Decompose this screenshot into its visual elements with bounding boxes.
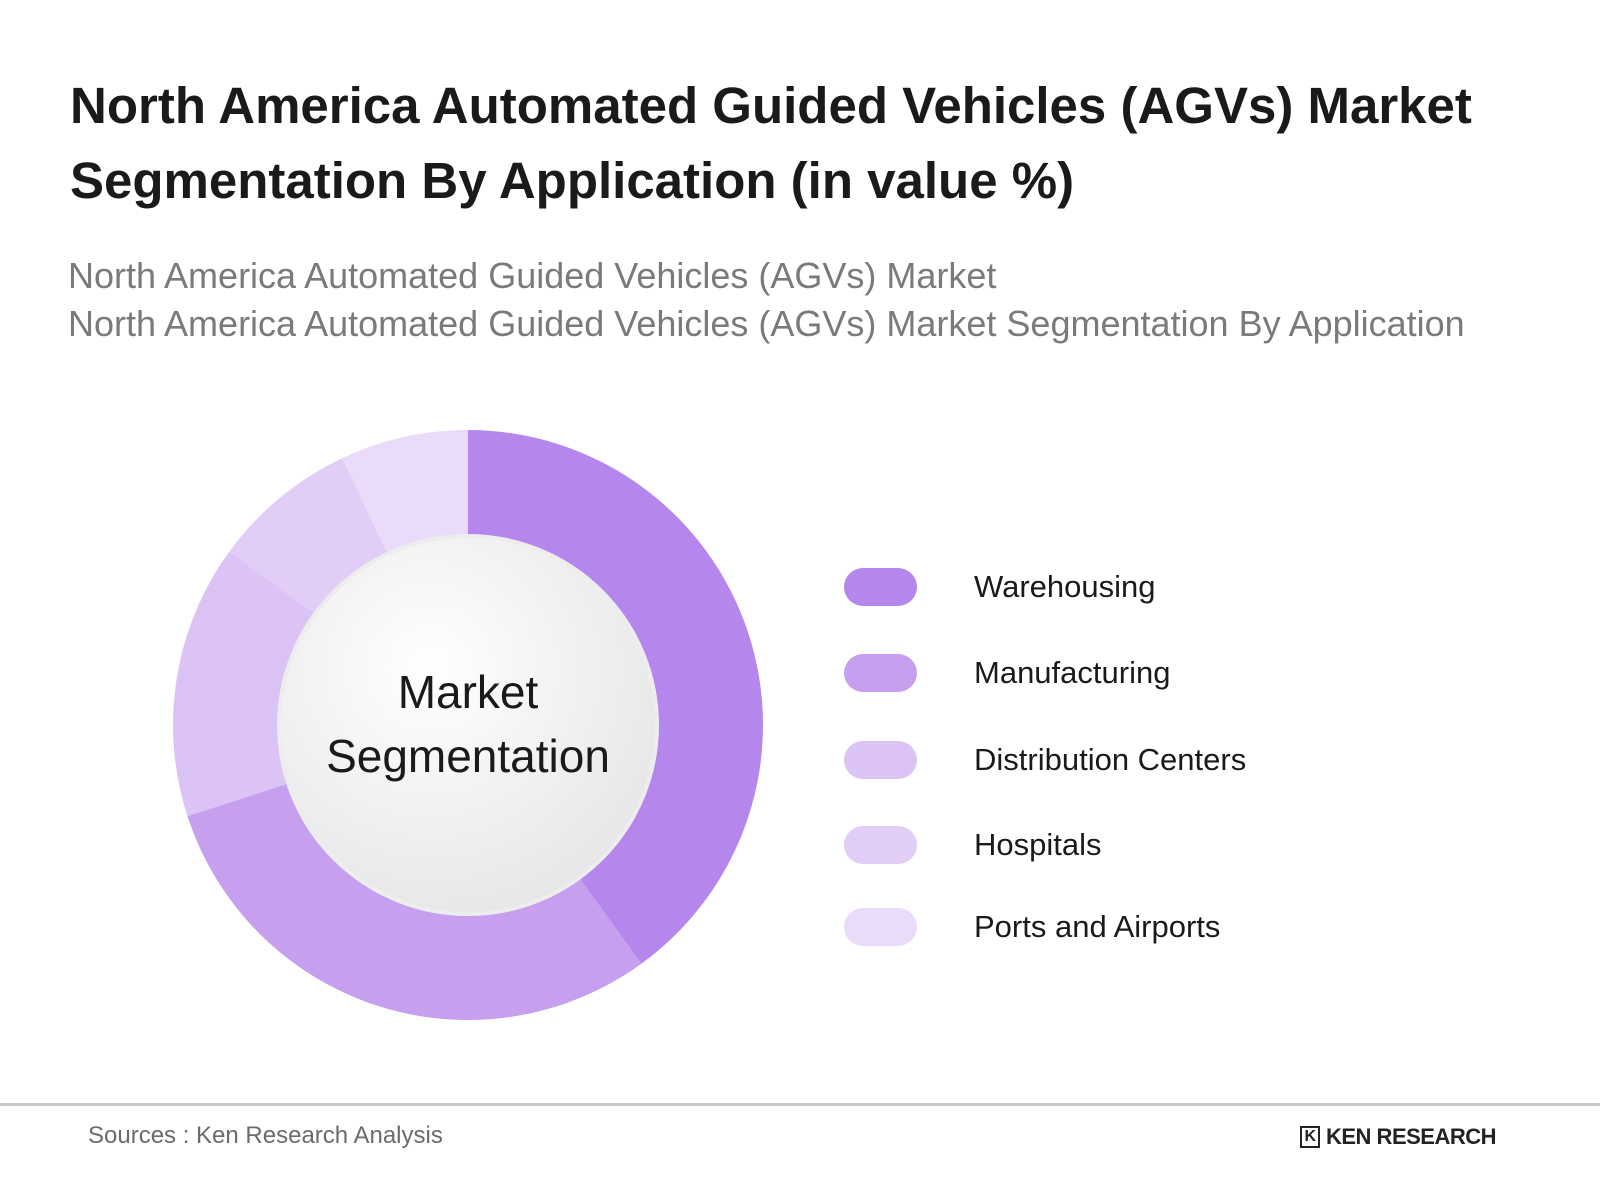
logo-mark-icon: K: [1300, 1126, 1320, 1148]
slice-manufacturing: [187, 783, 642, 1021]
logo-text: KEN RESEARCH: [1326, 1124, 1497, 1149]
legend-label: Distribution Centers: [974, 742, 1247, 777]
legend-item: Manufacturing: [844, 654, 1170, 692]
center-label-line-1: Market: [397, 666, 539, 718]
donut-center: [277, 534, 659, 916]
chart-subtitle-line-2: North America Automated Guided Vehicles …: [68, 303, 1465, 344]
slice-ports-and-airports: [342, 430, 468, 554]
legend-label: Manufacturing: [974, 655, 1171, 690]
slice-warehousing: [468, 430, 764, 964]
donut-center-label: Market Segmentation: [268, 660, 668, 788]
legend-item: Ports and Airports: [844, 908, 1220, 946]
legend-item: Distribution Centers: [844, 741, 1246, 779]
source-note: Sources : Ken Research Analysis: [88, 1122, 443, 1149]
legend-swatch: [844, 654, 917, 692]
legend-swatch: [844, 741, 917, 779]
legend-label: Ports and Airports: [974, 909, 1221, 944]
legend-label: Hospitals: [974, 827, 1102, 862]
legend-swatch: [844, 826, 917, 864]
footer-divider: [0, 1103, 1600, 1106]
slice-hospitals: [229, 458, 388, 614]
chart-title: North America Automated Guided Vehicles …: [70, 77, 1472, 209]
ken-research-logo: K KEN RESEARCH: [1300, 1124, 1497, 1150]
legend-swatch: [844, 908, 917, 946]
chart-subtitle-line-1: North America Automated Guided Vehicles …: [68, 255, 997, 296]
center-label-line-2: Segmentation: [326, 730, 610, 782]
legend-item: Warehousing: [844, 568, 1156, 606]
legend-item: Hospitals: [844, 826, 1102, 864]
legend-label: Warehousing: [974, 569, 1156, 604]
legend-swatch: [844, 568, 917, 606]
